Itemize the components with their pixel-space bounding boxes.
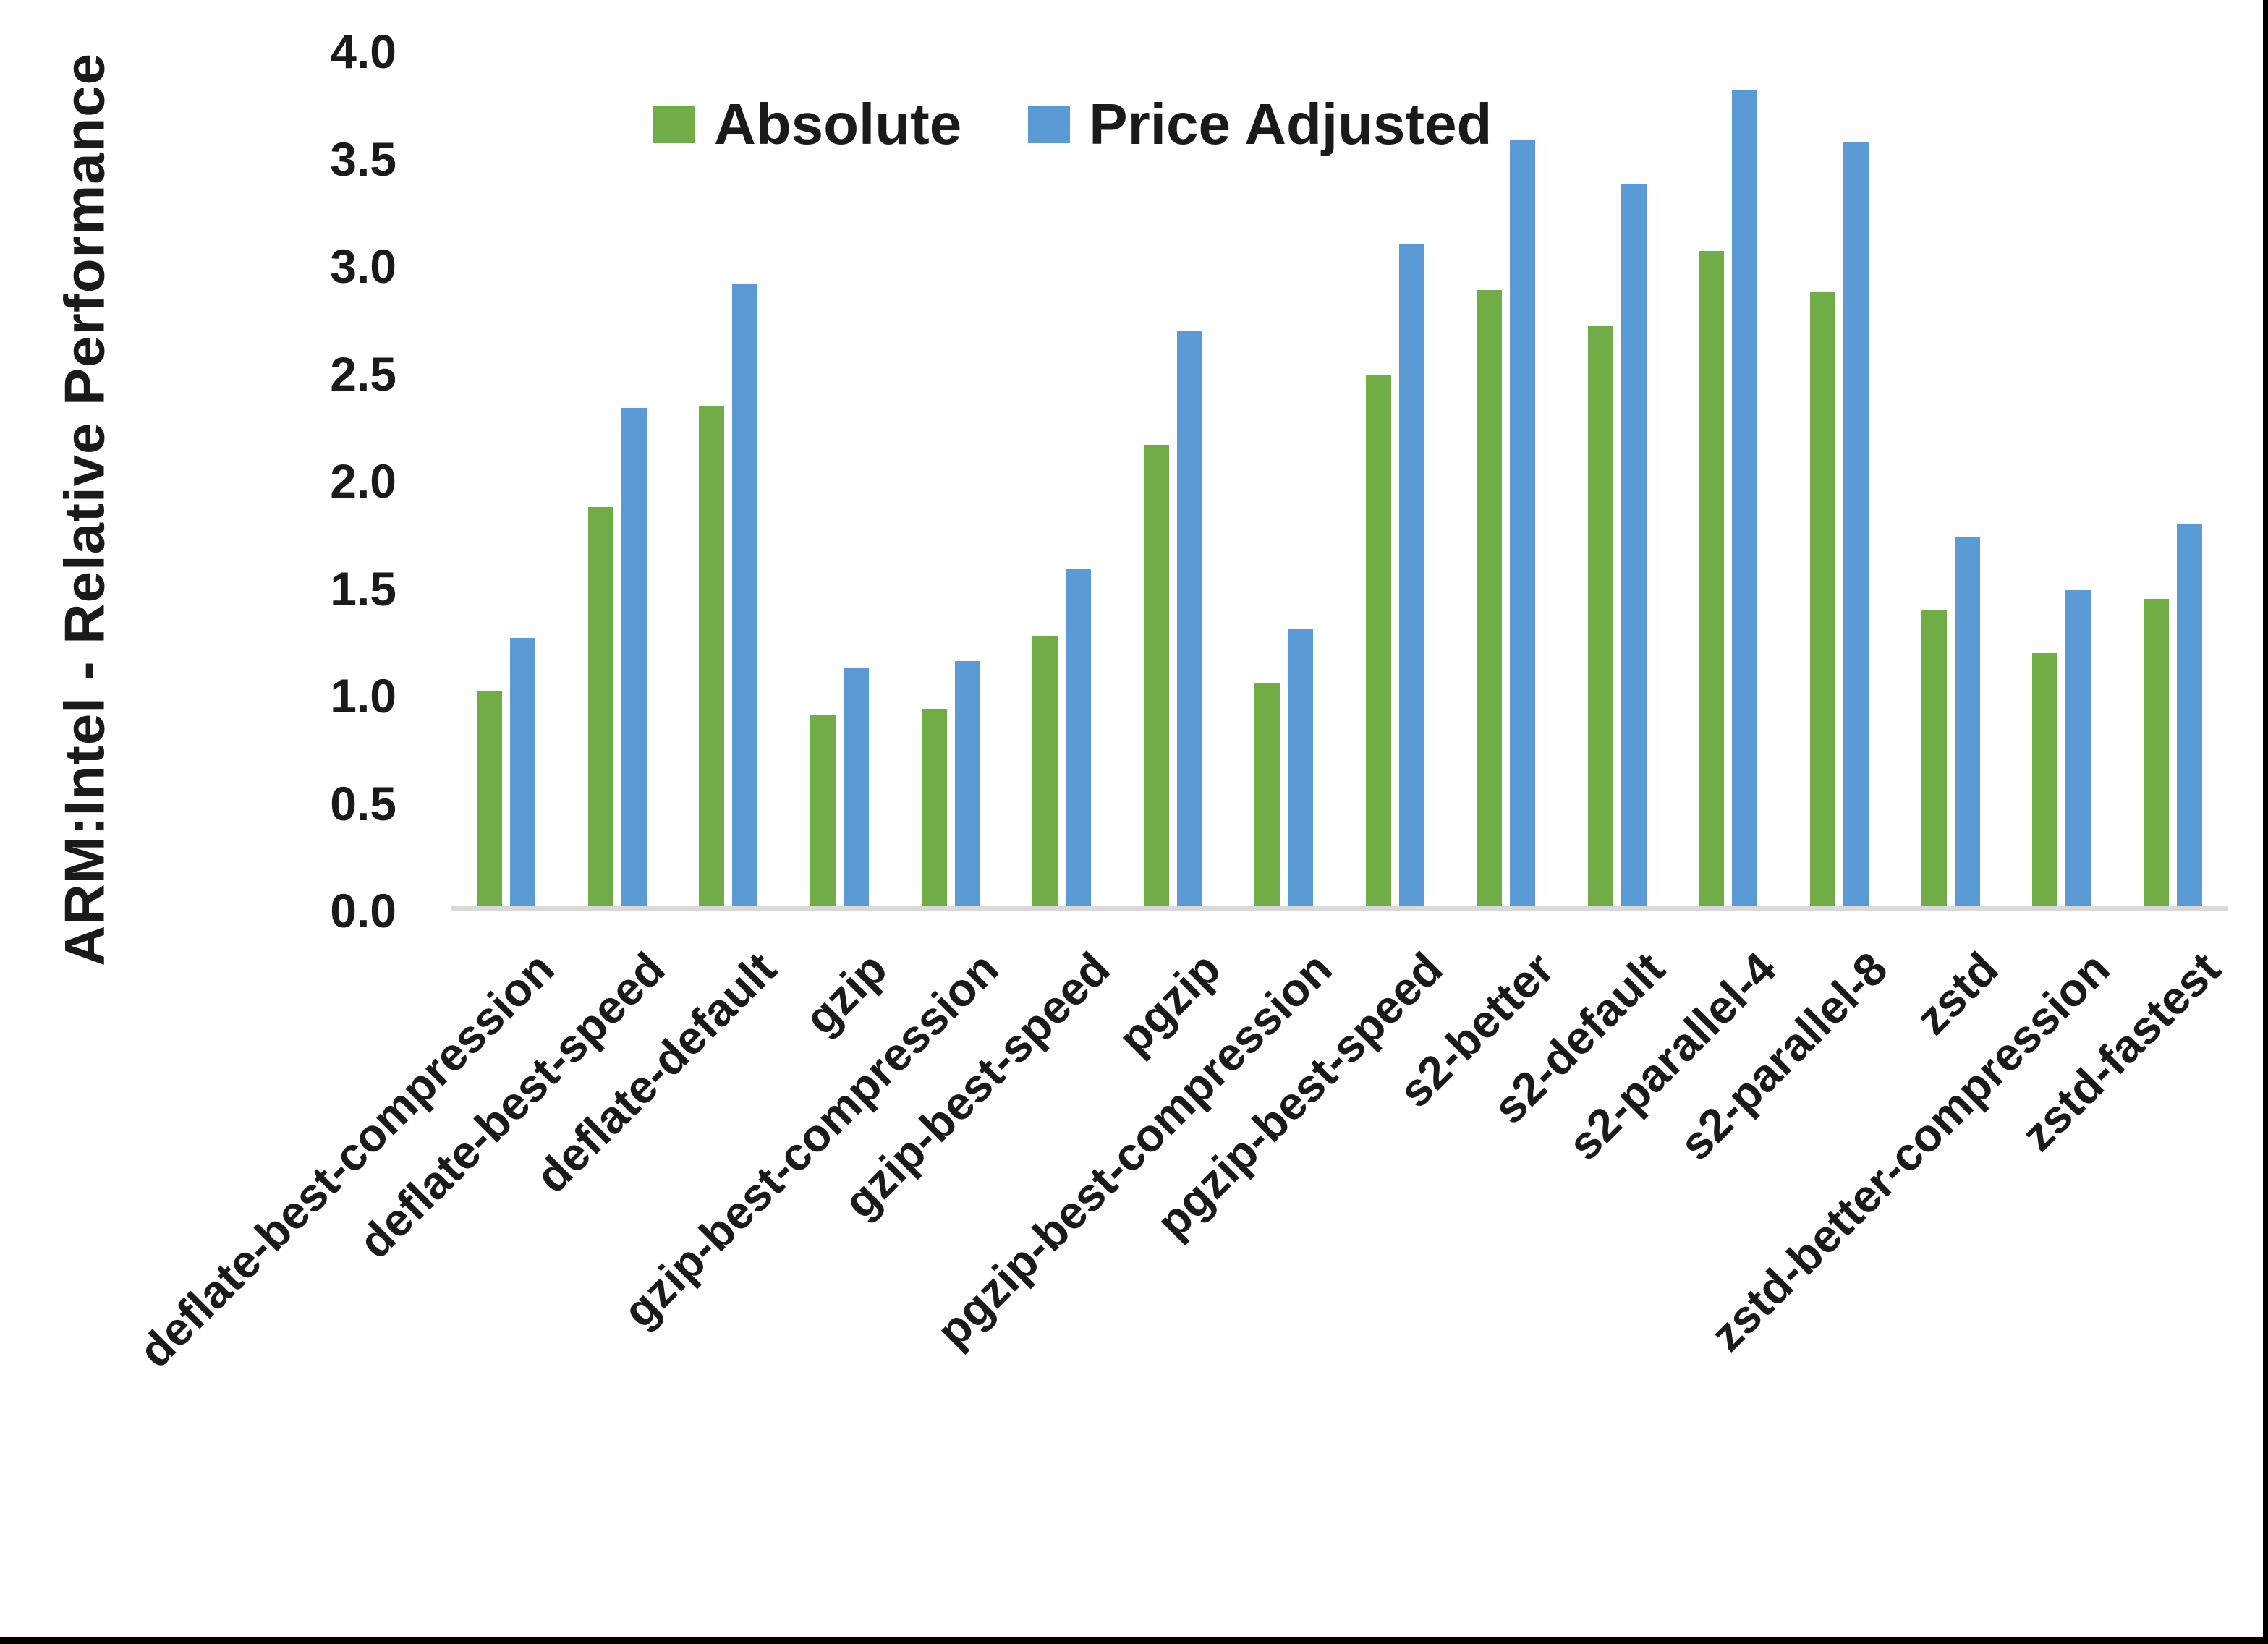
bar-price-adjusted-s2-default bbox=[1621, 184, 1647, 906]
bar-absolute-s2-default bbox=[1587, 326, 1613, 906]
legend-swatch-absolute-icon bbox=[653, 106, 695, 143]
bar-absolute-s2-better bbox=[1477, 289, 1503, 906]
bar-price-adjusted-gzip-best-speed bbox=[1066, 568, 1092, 906]
legend-swatch-price-adjusted-icon bbox=[1028, 106, 1071, 143]
bar-absolute-pgzip-best-speed bbox=[1365, 375, 1391, 906]
bar-group-s2-parallel-8 bbox=[1784, 51, 1895, 906]
bar-absolute-gzip-best-speed bbox=[1032, 635, 1058, 906]
bar-price-adjusted-pgzip-best-speed bbox=[1398, 244, 1424, 906]
bar-absolute-zstd-fastest bbox=[2143, 599, 2169, 906]
bar-group-deflate-default bbox=[673, 51, 784, 906]
bar-group-s2-better bbox=[1451, 51, 1562, 906]
bar-price-adjusted-zstd bbox=[1954, 537, 1980, 906]
bar-absolute-zstd bbox=[1921, 610, 1947, 906]
bar-absolute-gzip-best-compression bbox=[921, 708, 947, 906]
legend: Absolute Price Adjusted bbox=[653, 91, 1492, 158]
bar-group-pgzip-best-speed bbox=[1340, 51, 1451, 906]
bar-price-adjusted-s2-better bbox=[1510, 139, 1536, 906]
bar-price-adjusted-deflate-best-speed bbox=[621, 408, 647, 906]
legend-label-price-adjusted: Price Adjusted bbox=[1089, 92, 1492, 156]
bar-group-zstd-fastest bbox=[2117, 51, 2228, 906]
bar-group-gzip-best-speed bbox=[1006, 51, 1118, 906]
y-tick-0.5: 0.5 bbox=[330, 776, 396, 830]
y-tick-2.0: 2.0 bbox=[330, 454, 396, 508]
bar-absolute-s2-parallel-4 bbox=[1699, 251, 1725, 906]
bar-absolute-deflate-best-speed bbox=[587, 506, 613, 906]
bar-absolute-deflate-best-compression bbox=[477, 691, 503, 906]
y-axis-title: ARM:Intel - Relative Performance bbox=[52, 53, 116, 967]
legend-label-absolute: Absolute bbox=[714, 92, 962, 156]
bar-price-adjusted-pgzip-best-compression bbox=[1288, 629, 1314, 906]
y-tick-3.0: 3.0 bbox=[330, 239, 396, 293]
plot-area bbox=[451, 51, 2228, 911]
bar-group-gzip bbox=[784, 51, 896, 906]
bar-absolute-s2-parallel-8 bbox=[1810, 291, 1836, 906]
y-tick-4.0: 4.0 bbox=[330, 25, 396, 78]
window-border-right bbox=[2263, 0, 2268, 1644]
bar-group-deflate-best-compression bbox=[451, 51, 562, 906]
window-border-bottom bbox=[0, 1637, 2268, 1644]
bar-group-pgzip bbox=[1117, 51, 1228, 906]
bar-price-adjusted-gzip bbox=[843, 668, 869, 906]
bar-group-pgzip-best-compression bbox=[1228, 51, 1340, 906]
bar-price-adjusted-deflate-default bbox=[732, 283, 758, 906]
y-tick-0.0: 0.0 bbox=[330, 884, 396, 937]
legend-entry-price-adjusted: Price Adjusted bbox=[1028, 91, 1492, 158]
bar-absolute-deflate-default bbox=[699, 406, 725, 906]
y-tick-2.5: 2.5 bbox=[330, 346, 396, 401]
bar-price-adjusted-zstd-fastest bbox=[2176, 524, 2202, 906]
bar-absolute-pgzip bbox=[1143, 444, 1169, 906]
bar-absolute-zstd-better-compression bbox=[2032, 652, 2058, 906]
bar-group-deflate-best-speed bbox=[562, 51, 674, 906]
bar-absolute-pgzip-best-compression bbox=[1254, 683, 1280, 906]
bar-groups bbox=[451, 51, 2228, 906]
bar-price-adjusted-s2-parallel-8 bbox=[1843, 141, 1869, 906]
bar-group-s2-parallel-4 bbox=[1673, 51, 1784, 906]
bar-price-adjusted-pgzip bbox=[1176, 331, 1202, 906]
bar-group-zstd bbox=[1895, 51, 2006, 906]
bar-price-adjusted-s2-parallel-4 bbox=[1732, 90, 1758, 906]
bar-absolute-gzip bbox=[810, 715, 836, 906]
legend-entry-absolute: Absolute bbox=[653, 91, 961, 158]
bar-group-gzip-best-compression bbox=[895, 51, 1006, 906]
y-tick-1.0: 1.0 bbox=[330, 669, 396, 723]
bar-group-zstd-better-compression bbox=[2006, 51, 2118, 906]
bar-group-s2-default bbox=[1562, 51, 1673, 906]
y-tick-3.5: 3.5 bbox=[330, 132, 396, 186]
bar-price-adjusted-zstd-better-compression bbox=[2065, 590, 2091, 906]
y-tick-1.5: 1.5 bbox=[330, 561, 396, 616]
bar-price-adjusted-deflate-best-compression bbox=[510, 637, 536, 906]
bar-price-adjusted-gzip-best-compression bbox=[954, 661, 980, 906]
